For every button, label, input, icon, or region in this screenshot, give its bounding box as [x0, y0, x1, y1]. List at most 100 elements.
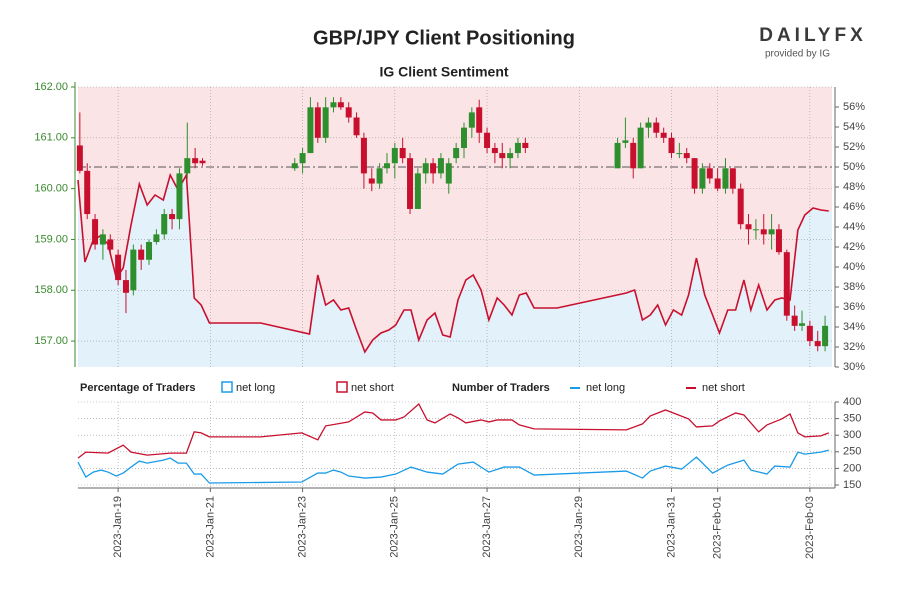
candle-body	[414, 173, 421, 209]
candle-body	[806, 325, 813, 342]
candle-body	[737, 188, 744, 225]
x-tick-label: 2023-Feb-03	[804, 496, 816, 559]
x-tick-label: 2023-Jan-25	[389, 496, 401, 558]
candle-body	[668, 137, 675, 154]
y2-tick-label: 52%	[843, 141, 865, 153]
legend-label: net short	[351, 382, 394, 394]
y-tick-label: 158.00	[34, 284, 68, 296]
candle-body	[645, 122, 652, 128]
candle-body	[322, 107, 329, 138]
candle-body	[169, 214, 176, 220]
candle-body	[460, 127, 467, 148]
y2-tick-label: 30%	[843, 361, 865, 373]
candle-body	[291, 163, 298, 169]
candle-body	[653, 122, 660, 133]
x-tick-label: 2023-Jan-31	[665, 496, 677, 558]
candle-body	[192, 158, 199, 164]
trader-count-line	[77, 402, 830, 459]
x-tick-label: 2023-Feb-01	[712, 496, 724, 559]
candle-body	[760, 229, 767, 235]
trader-count-line	[77, 449, 829, 484]
y-tick-label: 157.00	[34, 335, 68, 347]
candle-body	[722, 168, 729, 189]
candle-body	[714, 178, 721, 189]
candle-body	[84, 170, 91, 215]
y2-tick-label: 42%	[843, 241, 865, 253]
candle-body	[122, 280, 129, 293]
candle-body	[476, 107, 483, 133]
brand-logo: DAILYFX	[759, 25, 867, 46]
y2-tick-label: 40%	[843, 261, 865, 273]
candle-body	[153, 234, 160, 242]
candle-body	[437, 158, 444, 174]
y2-tick-label: 200	[843, 462, 861, 474]
candle-body	[337, 102, 344, 108]
y2-tick-label: 38%	[843, 281, 865, 293]
candle-body	[353, 117, 360, 136]
y2-tick-label: 34%	[843, 321, 865, 333]
candle-body	[453, 147, 460, 159]
candle-body	[130, 249, 137, 291]
candle-body	[729, 168, 736, 189]
legend-swatch	[221, 381, 233, 393]
candle-body	[791, 315, 798, 326]
brand-provider: provided by IG	[765, 49, 830, 60]
candle-body	[330, 102, 337, 108]
legend-title: Percentage of Traders	[80, 382, 196, 394]
candle-body	[522, 142, 529, 148]
y2-tick-label: 46%	[843, 201, 865, 213]
candle-body	[637, 127, 644, 169]
candle-body	[445, 163, 452, 184]
y2-tick-label: 350	[843, 413, 861, 425]
candle-body	[484, 132, 491, 148]
y2-tick-label: 44%	[843, 221, 865, 233]
candle-body	[783, 252, 790, 316]
chart-title: GBP/JPY Client Positioning	[313, 27, 575, 49]
y-tick-label: 160.00	[34, 183, 68, 195]
x-tick-label: 2023-Jan-23	[296, 496, 308, 558]
legend-label: net long	[586, 382, 625, 394]
candle-body	[422, 163, 429, 174]
candle-body	[92, 219, 99, 245]
candle-body	[76, 145, 83, 171]
y2-tick-label: 400	[843, 396, 861, 408]
legend-label: net long	[236, 382, 275, 394]
candle-body	[146, 241, 153, 260]
x-tick-label: 2023-Jan-27	[481, 496, 493, 558]
candle-body	[107, 239, 114, 250]
candle-body	[491, 147, 498, 154]
candle-body	[745, 224, 752, 230]
candle-body	[176, 173, 183, 220]
y2-tick-label: 300	[843, 429, 861, 441]
candle-body	[822, 325, 829, 347]
candle-body	[199, 160, 206, 164]
y2-tick-label: 150	[843, 479, 861, 491]
candle-body	[368, 178, 375, 184]
candle-body	[507, 153, 514, 159]
candle-body	[430, 163, 437, 174]
candle-body	[468, 112, 475, 128]
candle-body	[676, 153, 683, 155]
candle-body	[399, 147, 406, 159]
candle-body	[799, 323, 806, 326]
candle-body	[383, 163, 390, 169]
y2-tick-label: 36%	[843, 301, 865, 313]
candle-body	[775, 229, 782, 253]
candle-body	[706, 168, 713, 179]
candle-body	[391, 147, 398, 164]
candle-body	[407, 158, 414, 209]
legend-title: Number of Traders	[452, 382, 550, 394]
candle-body	[138, 249, 145, 260]
y-tick-label: 161.00	[34, 132, 68, 144]
y2-tick-label: 54%	[843, 121, 865, 133]
legend-label: net short	[702, 382, 745, 394]
legend-swatch	[336, 381, 348, 393]
y2-tick-label: 48%	[843, 181, 865, 193]
sentiment-line	[77, 172, 829, 354]
candle-body	[299, 153, 306, 164]
x-tick-label: 2023-Jan-21	[204, 496, 216, 558]
candle-body	[161, 214, 168, 235]
candle-body	[630, 142, 637, 169]
